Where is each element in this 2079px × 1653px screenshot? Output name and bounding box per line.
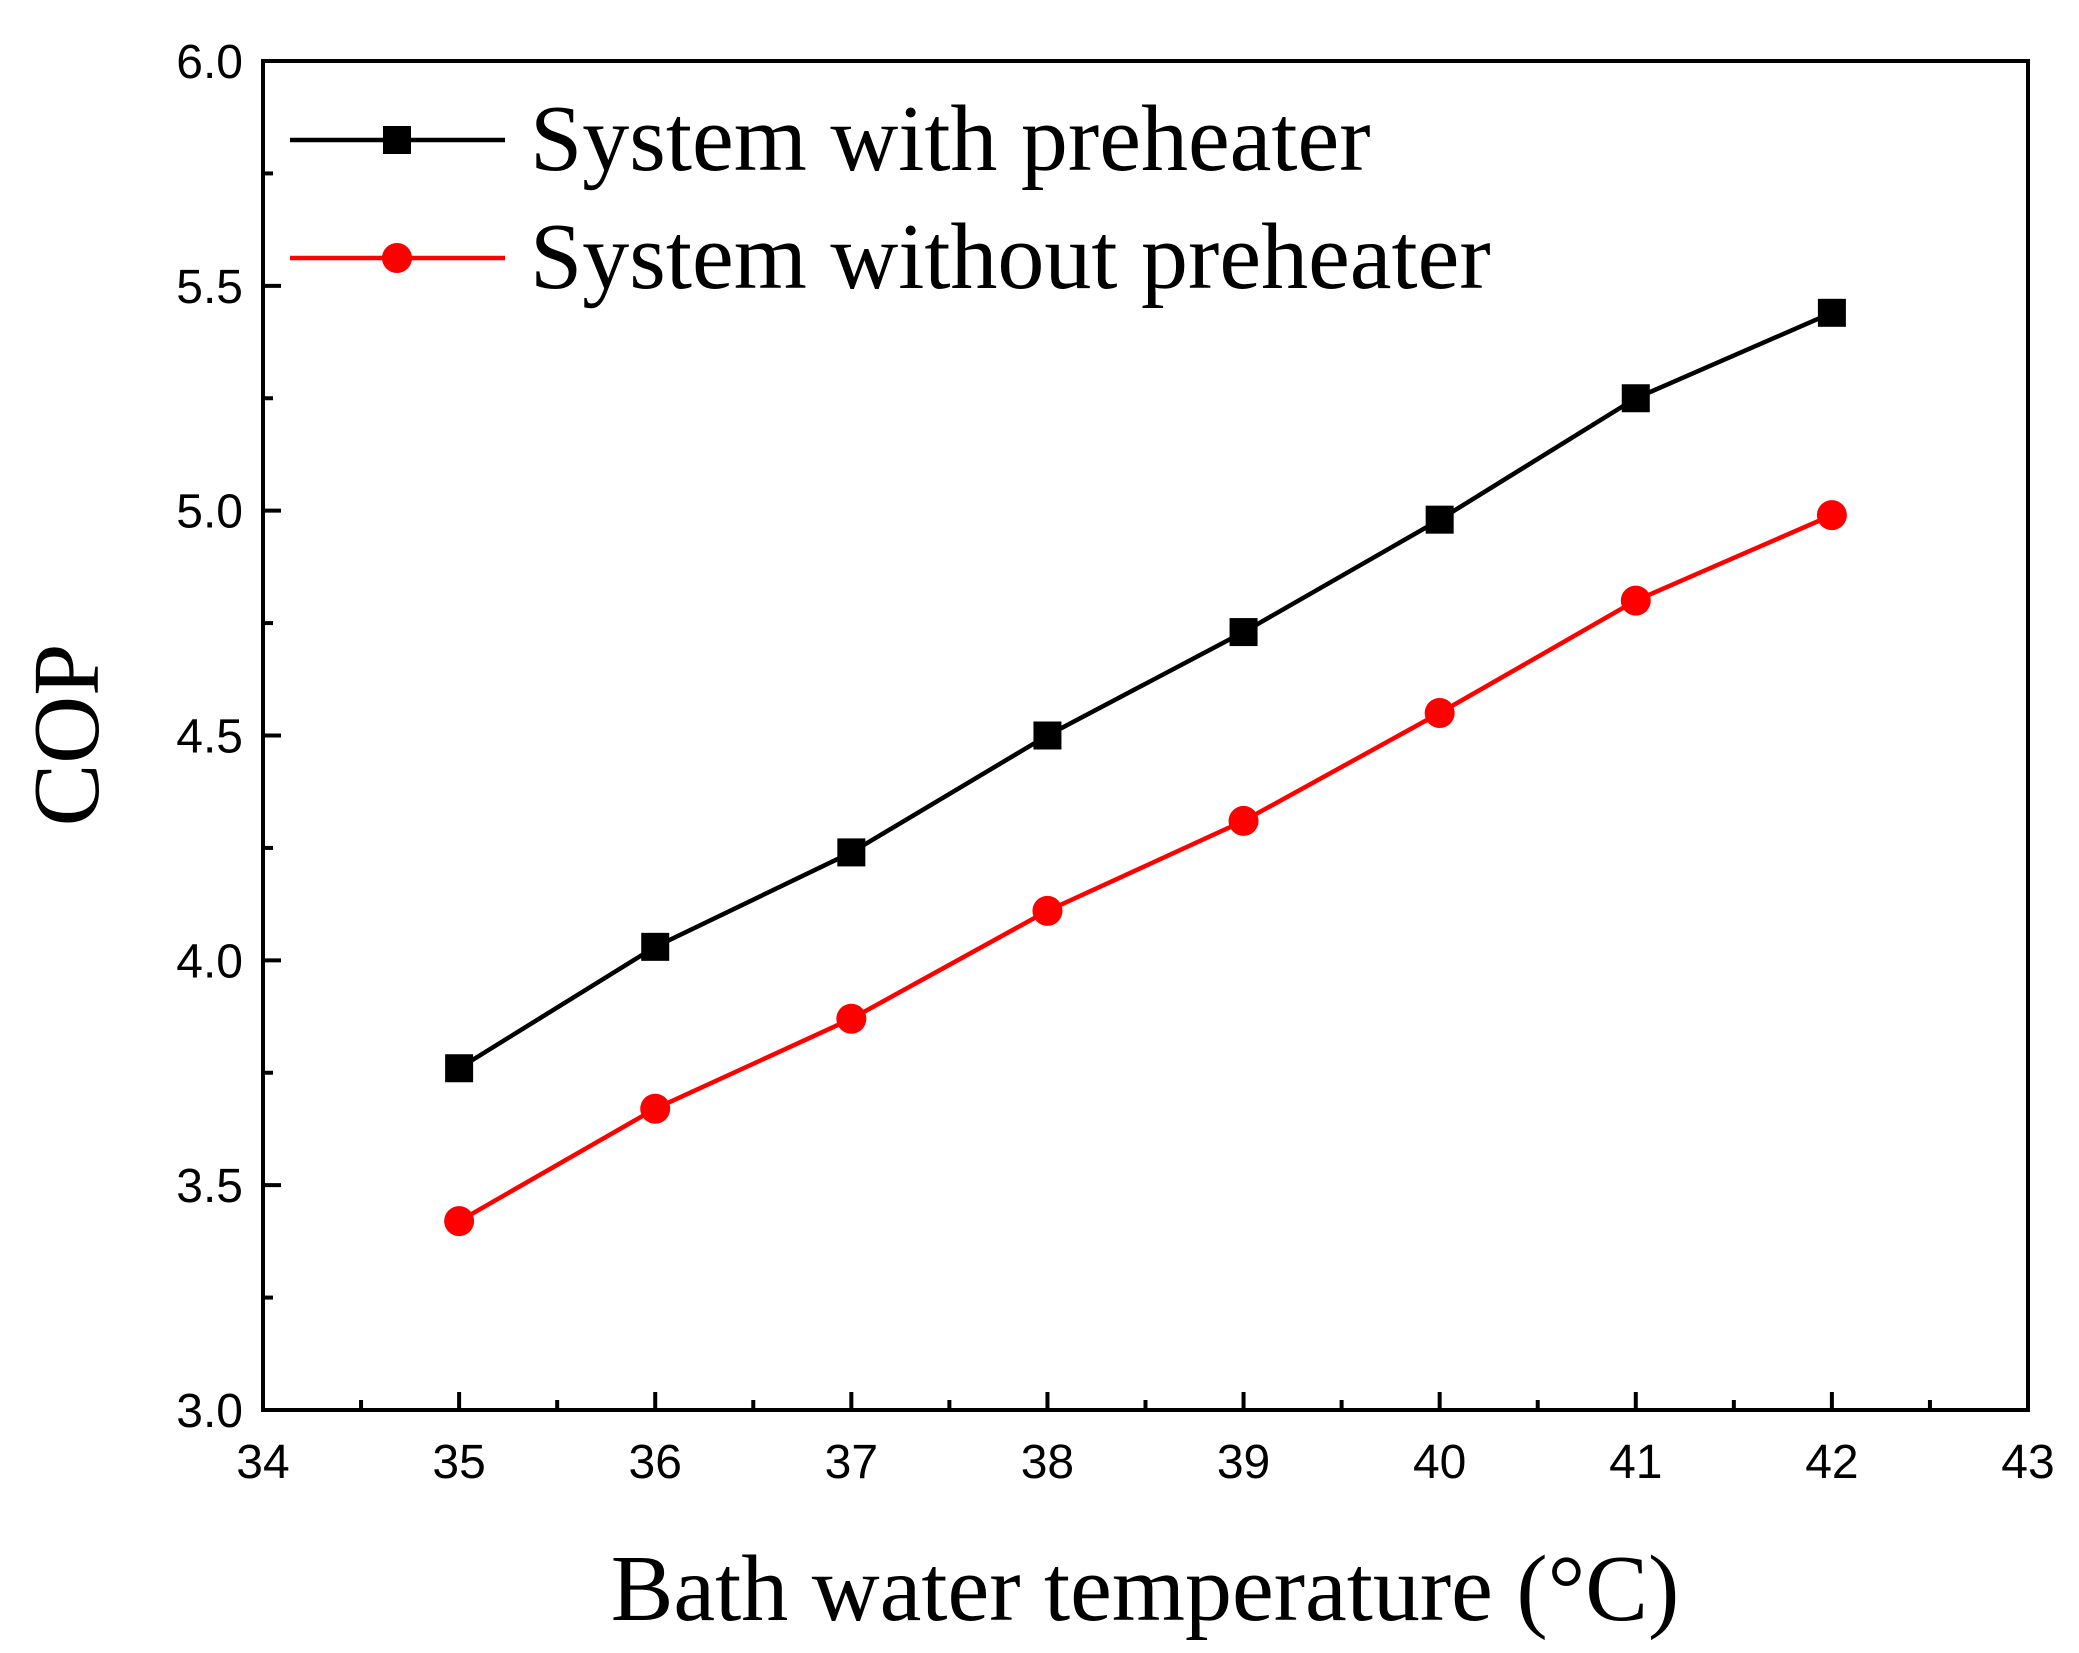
legend-marker [383, 126, 411, 154]
data-point [1032, 895, 1063, 926]
y-tick-label: 4.0 [176, 935, 243, 988]
x-tick-label: 35 [432, 1436, 485, 1489]
data-point [1425, 505, 1454, 534]
y-tick-label: 5.5 [176, 261, 243, 314]
data-point [1424, 698, 1455, 729]
legend: System with preheater System without preh… [290, 87, 1491, 309]
x-tick-label: 36 [629, 1436, 682, 1489]
data-point [640, 1093, 671, 1124]
data-point [1816, 500, 1847, 531]
data-point [837, 838, 866, 867]
series-line [457, 310, 1833, 1071]
x-tick-label: 41 [1609, 1436, 1662, 1489]
y-tick-label: 3.5 [176, 1160, 243, 1213]
series-1 [445, 298, 1846, 1083]
y-tick-label: 3.0 [176, 1385, 243, 1438]
x-tick-label: 34 [236, 1436, 289, 1489]
series-line [457, 513, 1833, 1224]
x-tick-label: 42 [1805, 1436, 1858, 1489]
x-axis-ticks: 34 35 36 37 38 39 40 41 42 43 [236, 1392, 2055, 1489]
data-point [1621, 384, 1650, 413]
y-tick-label: 5.0 [176, 486, 243, 539]
data-point [1228, 805, 1259, 836]
y-axis-ticks: 3.0 3.5 4.0 4.5 5.0 5.5 6.0 [176, 36, 281, 1438]
y-tick-label: 4.5 [176, 711, 243, 764]
legend-item-1: System with preheater [290, 87, 1371, 191]
series-layer [444, 298, 1847, 1237]
legend-label: System without preheater [530, 205, 1491, 309]
data-point [836, 1003, 867, 1034]
legend-marker [382, 243, 412, 273]
x-tick-label: 38 [1021, 1436, 1074, 1489]
y-tick-label: 6.0 [176, 36, 243, 89]
data-point [444, 1206, 475, 1237]
x-tick-label: 39 [1217, 1436, 1270, 1489]
x-tick-label: 37 [825, 1436, 878, 1489]
legend-label: System with preheater [530, 87, 1371, 191]
x-axis-title: Bath water temperature (°C) [611, 1537, 1680, 1641]
x-tick-label: 43 [2001, 1436, 2054, 1489]
y-axis-title: COP [15, 644, 119, 827]
data-point [1033, 721, 1062, 750]
data-point [1229, 618, 1258, 647]
data-point [641, 932, 670, 961]
data-point [1620, 585, 1651, 616]
legend-item-2: System without preheater [290, 205, 1491, 309]
series-2 [444, 500, 1847, 1237]
x-tick-label: 40 [1413, 1436, 1466, 1489]
data-point [445, 1054, 474, 1083]
data-point [1817, 298, 1846, 327]
